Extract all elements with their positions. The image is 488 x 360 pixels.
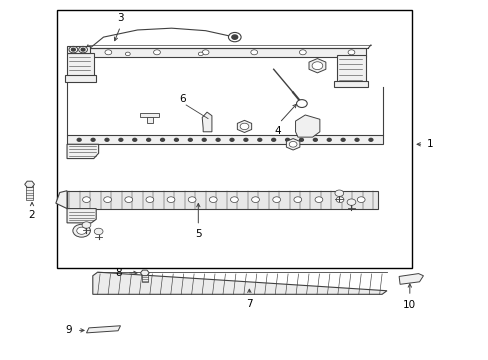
Polygon shape [86,326,120,333]
Circle shape [272,197,280,203]
Bar [26,185,33,200]
Polygon shape [67,208,96,223]
Circle shape [228,32,241,42]
Text: 9: 9 [65,325,72,336]
Circle shape [334,190,343,197]
Polygon shape [140,270,149,276]
Circle shape [167,197,175,203]
Circle shape [105,50,112,55]
Bar [64,75,96,82]
Circle shape [285,138,289,141]
Polygon shape [398,274,423,284]
Circle shape [347,50,354,55]
Circle shape [202,50,208,55]
Circle shape [73,224,90,237]
Circle shape [244,138,247,141]
Circle shape [198,52,203,56]
Circle shape [94,228,103,235]
Circle shape [119,138,122,141]
Circle shape [314,197,322,203]
Text: 5: 5 [195,229,201,239]
Polygon shape [93,272,386,294]
Circle shape [146,197,153,203]
Circle shape [71,48,75,51]
Circle shape [77,227,86,234]
Circle shape [133,138,137,141]
Circle shape [188,197,196,203]
Circle shape [79,46,87,53]
Circle shape [125,52,130,56]
Circle shape [357,197,365,203]
Circle shape [341,138,345,141]
Circle shape [202,138,206,141]
Text: 2: 2 [29,210,35,220]
Polygon shape [286,139,299,150]
Circle shape [124,197,132,203]
Circle shape [257,138,261,141]
Text: 7: 7 [245,298,252,309]
Circle shape [77,138,81,141]
Circle shape [299,50,305,55]
Text: 10: 10 [403,300,415,310]
Circle shape [229,138,233,141]
Circle shape [251,197,259,203]
Circle shape [216,138,220,141]
Circle shape [240,123,248,130]
Circle shape [293,197,301,203]
Text: 6: 6 [179,94,185,104]
Bar [67,53,94,76]
Circle shape [230,197,238,203]
Circle shape [296,100,306,108]
Circle shape [231,35,237,39]
Circle shape [346,199,355,205]
Bar [142,273,147,282]
Bar [146,117,152,123]
Circle shape [209,197,217,203]
Bar [86,48,366,57]
Circle shape [335,197,343,203]
Polygon shape [295,115,319,137]
Circle shape [288,141,296,147]
Circle shape [153,50,160,55]
Circle shape [313,138,317,141]
Polygon shape [202,112,211,132]
Circle shape [311,62,322,69]
Bar [57,10,411,267]
Polygon shape [308,59,325,73]
Bar [334,81,368,87]
Circle shape [326,138,330,141]
Circle shape [103,197,111,203]
Circle shape [271,138,275,141]
Text: 1: 1 [426,139,432,149]
Circle shape [105,138,109,141]
Circle shape [146,138,150,141]
Circle shape [82,197,90,203]
Text: 8: 8 [115,268,122,278]
Bar [140,113,159,117]
Polygon shape [67,144,99,158]
Circle shape [354,138,358,141]
Bar [67,191,377,208]
Bar [67,135,382,144]
Circle shape [81,48,85,51]
Circle shape [160,138,164,141]
Circle shape [368,138,372,141]
Polygon shape [25,181,34,188]
Circle shape [188,138,192,141]
Polygon shape [56,191,67,208]
Bar [336,55,366,82]
Polygon shape [237,120,251,132]
Circle shape [250,50,257,55]
Circle shape [91,138,95,141]
Text: 4: 4 [274,126,280,136]
Circle shape [174,138,178,141]
Circle shape [69,46,78,53]
Bar [67,46,90,53]
Circle shape [82,222,91,228]
Circle shape [299,138,303,141]
Text: 3: 3 [117,13,123,23]
